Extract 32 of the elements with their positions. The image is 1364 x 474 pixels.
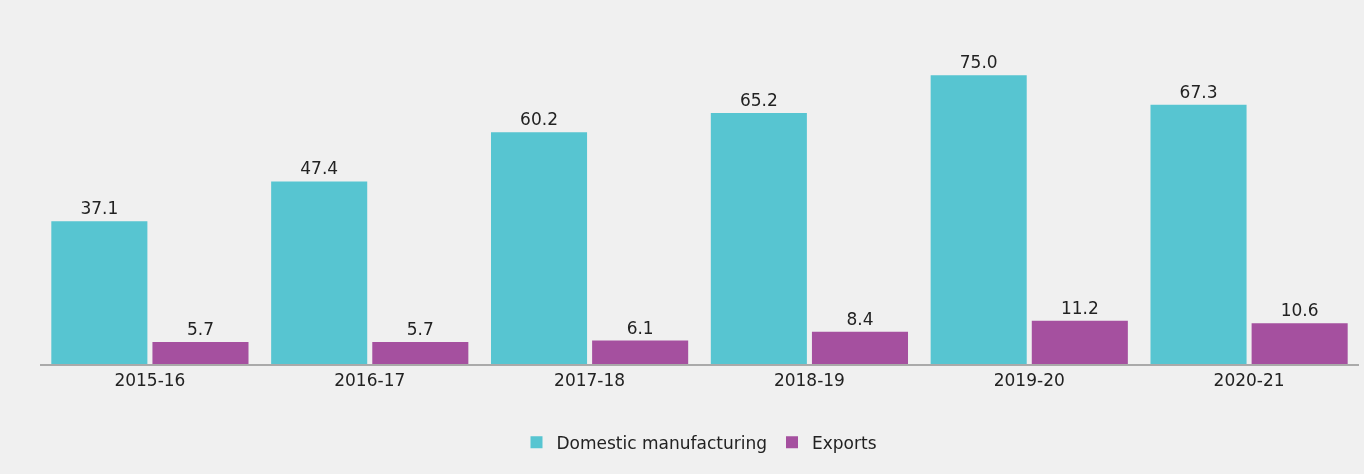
data-label: 47.4 <box>300 158 339 179</box>
bar <box>372 342 469 364</box>
bar <box>1251 323 1348 364</box>
data-label: 5.7 <box>406 319 434 340</box>
data-label: 11.2 <box>1060 297 1099 318</box>
data-label: 6.1 <box>626 317 654 338</box>
data-label: 10.6 <box>1280 300 1319 321</box>
bar <box>490 132 588 364</box>
bar <box>1031 320 1128 364</box>
data-label: 65.2 <box>739 89 778 110</box>
x-tick-label: 2019-20 <box>993 370 1065 391</box>
data-label: 60.2 <box>520 109 558 130</box>
data-label: 75.0 <box>959 52 998 73</box>
bar <box>1150 104 1247 364</box>
data-label: 5.7 <box>186 319 214 340</box>
bar <box>152 342 249 364</box>
bar <box>930 75 1027 364</box>
bar <box>811 331 909 364</box>
data-label: 8.4 <box>846 308 874 329</box>
x-tick-label: 2015-16 <box>114 370 186 391</box>
bar <box>51 221 148 364</box>
data-label: 67.3 <box>1179 81 1218 102</box>
bar <box>710 112 807 364</box>
data-label: 37.1 <box>80 198 119 219</box>
bar <box>271 181 368 364</box>
x-tick-label: 2016-17 <box>334 370 406 391</box>
bar <box>592 340 689 364</box>
x-tick-label: 2017-18 <box>554 370 626 391</box>
x-tick-label: 2020-21 <box>1213 370 1285 391</box>
legend-label: Exports <box>812 432 877 453</box>
legend-label: Domestic manufacturing <box>556 432 767 453</box>
x-tick-label: 2018-19 <box>773 370 845 391</box>
